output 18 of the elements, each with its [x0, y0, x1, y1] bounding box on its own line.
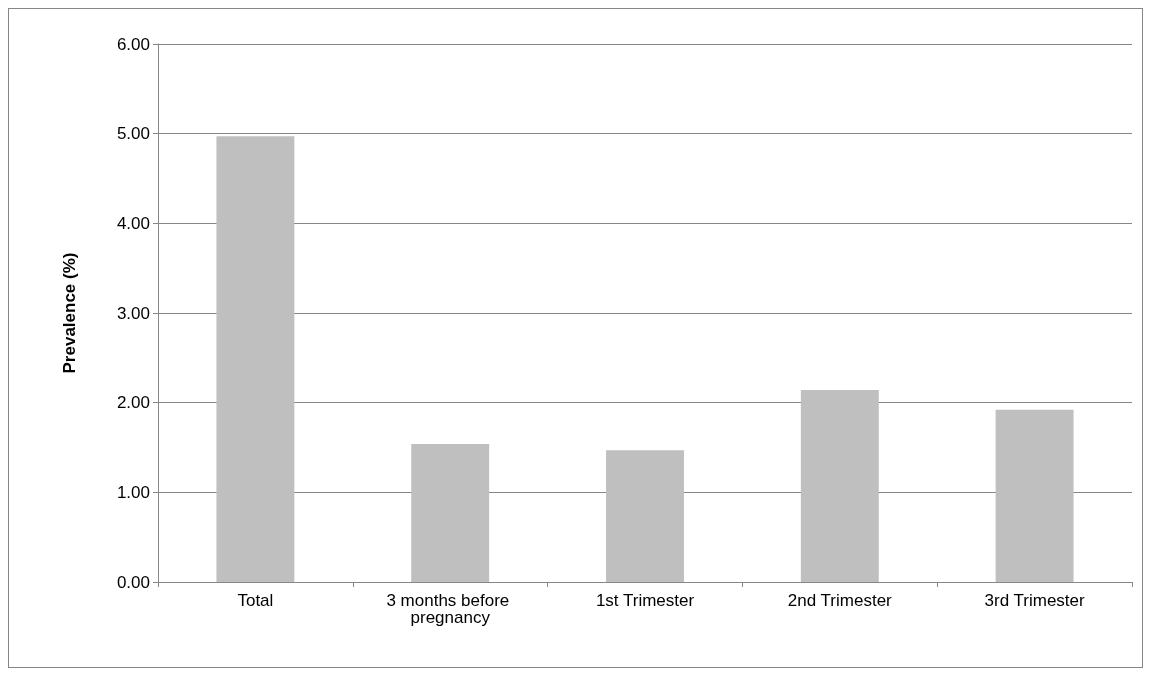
y-tick-label: 5.00 [116, 124, 150, 144]
y-axis-title: Prevalence (%) [60, 252, 79, 374]
x-tick-label: 2nd Trimester [787, 591, 893, 610]
bar [995, 409, 1074, 582]
y-tick-label: 2.00 [116, 393, 150, 413]
y-tick-label: 0.00 [116, 572, 150, 592]
bar [800, 390, 879, 582]
bar [606, 450, 684, 582]
x-tick-label: Total [237, 591, 274, 610]
y-tick-label: 1.00 [116, 482, 150, 502]
bar [216, 136, 295, 582]
x-tick-label: 3 months before pregnancy [386, 591, 514, 627]
x-tick-label: 3rd Trimester [984, 591, 1085, 610]
bar [411, 443, 490, 582]
y-tick-label: 6.00 [116, 34, 150, 54]
x-tick-label: 1st Trimester [595, 591, 695, 610]
y-tick-label: 4.00 [116, 213, 150, 233]
y-tick-label: 3.00 [116, 303, 150, 323]
